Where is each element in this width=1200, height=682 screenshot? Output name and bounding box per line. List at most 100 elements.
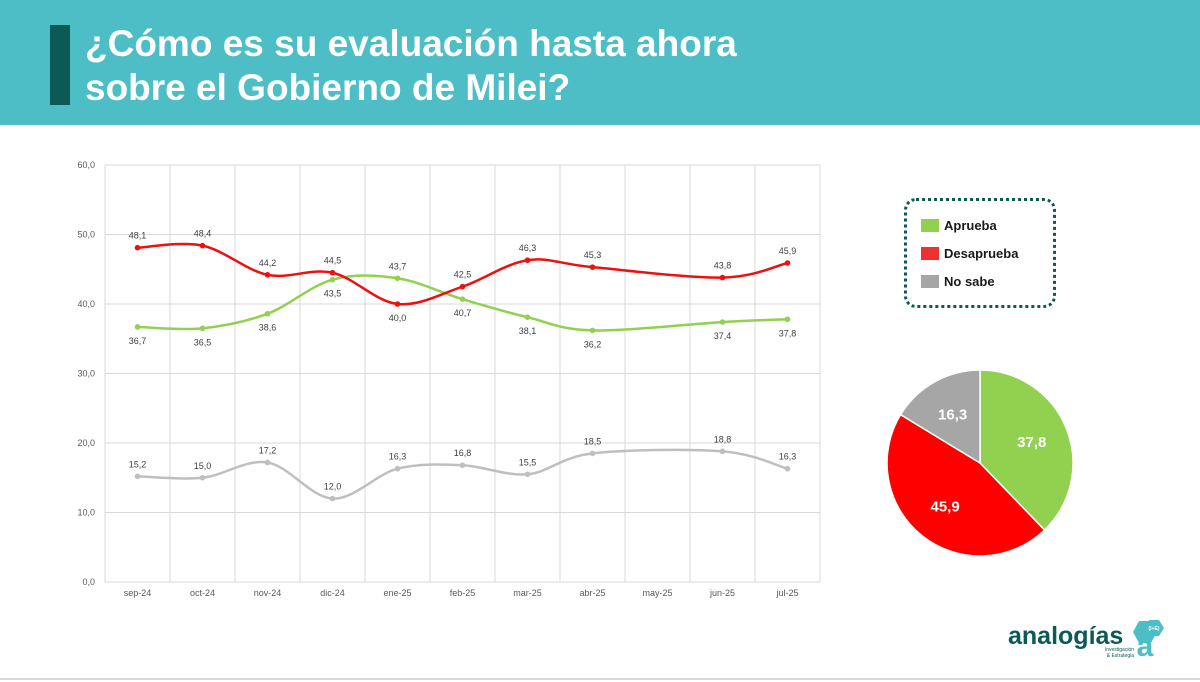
- data-label-desaprueba: 42,5: [454, 270, 472, 280]
- logo-mark-letter: a: [1137, 630, 1154, 660]
- data-point-aprueba: [199, 325, 206, 332]
- x-tick-label: may-25: [642, 588, 672, 598]
- logo-tagline-1: Investigación: [1104, 647, 1134, 653]
- data-point-aprueba: [134, 324, 141, 330]
- pie-chart: 37,8 45,9 16,3: [886, 370, 1074, 557]
- data-label-aprueba: 36,2: [584, 339, 602, 349]
- logo-mark-superscript: (I+E): [1149, 626, 1160, 632]
- data-point-no-sabe: [134, 473, 141, 480]
- x-tick-label: abr-25: [579, 588, 605, 598]
- data-point-desaprueba: [264, 272, 271, 278]
- bottom-divider: [0, 678, 1200, 680]
- line-chart: 0,0 10,0 20,0 30,0 40,0 50,0 60,0 sep-24 oct-24 n…: [77, 160, 821, 598]
- data-point-desaprueba: [394, 301, 401, 307]
- legend-item-desaprueba: Desaprueba: [921, 245, 1018, 261]
- data-label-desaprueba: 44,2: [259, 258, 277, 268]
- legend-item-aprueba: Aprueba: [921, 217, 997, 233]
- legend-swatch-desaprueba: [921, 246, 939, 260]
- y-tick-label: 40,0: [77, 299, 95, 309]
- data-point-desaprueba: [719, 274, 726, 281]
- data-point-no-sabe: [394, 465, 401, 472]
- data-label-no-sabe: 16,3: [389, 452, 407, 462]
- y-tick-label: 30,0: [77, 369, 95, 379]
- data-point-no-sabe: [784, 465, 791, 472]
- data-point-no-sabe: [719, 448, 726, 455]
- y-tick-label: 20,0: [77, 438, 95, 448]
- legend-label-no-sabe: No sabe: [944, 273, 995, 289]
- data-label-desaprueba: 40,0: [389, 313, 407, 323]
- data-label-aprueba: 36,7: [129, 336, 147, 346]
- header-accent-bar: [50, 25, 70, 105]
- legend: Aprueba Desaprueba No sabe: [904, 198, 1056, 308]
- y-tick-label: 10,0: [77, 508, 95, 518]
- data-point-no-sabe: [264, 459, 271, 466]
- data-point-desaprueba: [589, 264, 596, 270]
- x-tick-label: dic-24: [320, 588, 345, 598]
- data-label-aprueba: 36,5: [194, 337, 212, 347]
- data-label-no-sabe: 12,0: [324, 482, 342, 492]
- x-tick-label: ene-25: [383, 588, 411, 598]
- data-label-aprueba: 38,1: [519, 326, 537, 336]
- legend-label-desaprueba: Desaprueba: [944, 245, 1019, 261]
- series-line-aprueba: [137, 274, 788, 332]
- data-label-desaprueba: 48,1: [129, 231, 147, 241]
- data-label-no-sabe: 15,0: [194, 461, 212, 471]
- x-tick-label: oct-24: [190, 588, 215, 598]
- pie-slice-aprueba: [979, 370, 1074, 532]
- data-point-desaprueba: [524, 257, 531, 264]
- data-point-no-sabe: [329, 495, 336, 502]
- data-label-desaprueba: 45,9: [779, 246, 797, 256]
- x-tick-label: jul-25: [775, 588, 798, 598]
- legend-swatch-no-sabe: [921, 274, 939, 288]
- y-tick-label: 50,0: [77, 230, 95, 240]
- data-label-no-sabe: 17,2: [259, 445, 277, 455]
- data-label-no-sabe: 16,3: [779, 452, 797, 462]
- data-point-desaprueba: [199, 242, 206, 249]
- data-label-aprueba: 38,6: [259, 323, 277, 333]
- logo-tagline: Investigación & Estrategia: [1084, 647, 1134, 659]
- pie-label-aprueba: 37,8: [1017, 434, 1046, 451]
- pie-label-desaprueba: 45,9: [931, 499, 960, 516]
- y-tick-label: 60,0: [77, 160, 95, 170]
- data-label-desaprueba: 45,3: [584, 250, 602, 260]
- data-label-no-sabe: 15,2: [129, 459, 147, 469]
- x-tick-label: jun-25: [709, 588, 735, 598]
- data-label-desaprueba: 48,4: [194, 229, 212, 239]
- data-label-no-sabe: 18,8: [714, 434, 732, 444]
- page-title: ¿Cómo es su evaluación hasta ahora sobre…: [85, 22, 737, 110]
- data-point-desaprueba: [784, 260, 791, 266]
- data-point-no-sabe: [524, 471, 531, 478]
- legend-item-no-sabe: No sabe: [921, 273, 995, 289]
- y-tick-label: 0,0: [82, 577, 95, 587]
- data-point-desaprueba: [329, 269, 336, 276]
- data-label-no-sabe: 15,5: [519, 457, 537, 467]
- data-point-desaprueba: [459, 283, 466, 290]
- data-label-desaprueba: 44,5: [324, 256, 342, 266]
- series-line-desaprueba: [137, 242, 788, 306]
- data-point-aprueba: [589, 327, 596, 334]
- data-label-no-sabe: 18,5: [584, 436, 602, 446]
- data-point-aprueba: [719, 319, 726, 325]
- title-line-2: sobre el Gobierno de Milei?: [85, 67, 571, 108]
- data-point-desaprueba: [134, 244, 141, 251]
- header-banner: ¿Cómo es su evaluación hasta ahora sobre…: [0, 0, 1200, 125]
- analogias-logo: analogías Investigación & Estrategia a (…: [1008, 618, 1168, 660]
- title-line-1: ¿Cómo es su evaluación hasta ahora: [85, 23, 737, 64]
- pie-slice-desaprueba: [886, 413, 1046, 557]
- data-point-aprueba: [459, 296, 466, 302]
- data-label-aprueba: 40,7: [454, 308, 472, 318]
- data-point-aprueba: [329, 276, 336, 283]
- data-point-no-sabe: [459, 462, 466, 469]
- data-point-no-sabe: [199, 474, 206, 481]
- data-label-aprueba: 43,5: [324, 289, 342, 299]
- data-label-aprueba: 37,4: [714, 331, 732, 341]
- data-label-aprueba: 43,7: [389, 261, 407, 271]
- legend-swatch-aprueba: [921, 218, 939, 232]
- logo-wordmark: analogías: [1008, 622, 1124, 650]
- logo-hexagon-icon: a (I+E): [1133, 620, 1164, 660]
- x-tick-label: nov-24: [254, 588, 282, 598]
- data-point-aprueba: [524, 314, 531, 321]
- x-tick-label: sep-24: [124, 588, 152, 598]
- data-point-aprueba: [264, 310, 271, 317]
- data-label-no-sabe: 16,8: [454, 448, 472, 458]
